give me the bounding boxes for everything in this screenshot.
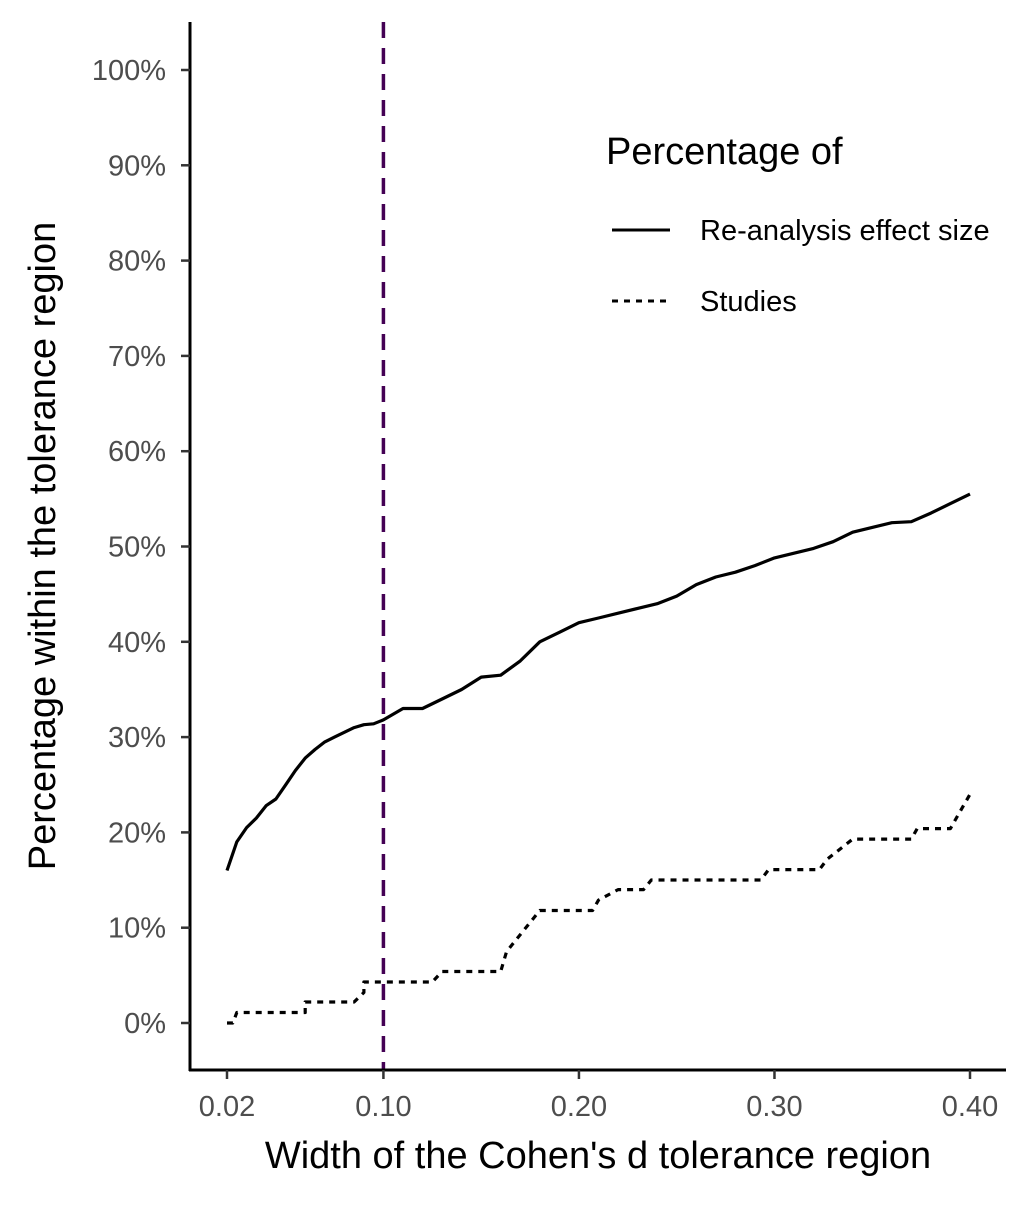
x-axis-title: Width of the Cohen's d tolerance region	[265, 1135, 931, 1177]
y-tick-label: 60%	[108, 436, 166, 468]
legend-label-reanalysis: Re-analysis effect size	[700, 215, 990, 247]
series-group	[225, 492, 972, 1025]
x-tick-label: 0.40	[942, 1091, 998, 1123]
y-tick-label: 70%	[108, 341, 166, 373]
axes-group	[188, 22, 1006, 1072]
x-tick-label: 0.20	[551, 1091, 607, 1123]
y-tick-label: 40%	[108, 627, 166, 659]
series-line-reanalysis	[225, 492, 971, 872]
x-tick-label: 0.30	[746, 1091, 802, 1123]
x-tick-label: 0.02	[199, 1091, 255, 1123]
y-tick-label: 10%	[108, 913, 166, 945]
y-tick-label: 0%	[124, 1008, 166, 1040]
y-axis-title: Percentage within the tolerance region	[22, 222, 64, 871]
legend-title: Percentage of	[606, 131, 843, 173]
legend-label-studies: Studies	[700, 286, 797, 318]
y-ticks-group: 0% 10% 20% 30% 40% 50% 60% 70% 80% 90% 100%	[92, 55, 190, 1040]
y-tick-label: 80%	[108, 246, 166, 278]
y-tick-label: 100%	[92, 55, 166, 87]
series-line-studies	[227, 793, 972, 1025]
x-ticks-group: 0.02 0.10 0.20 0.30 0.40	[199, 1070, 998, 1123]
y-tick-label: 30%	[108, 722, 166, 754]
legend: Percentage of Re-analysis effect size St…	[606, 131, 990, 318]
x-tick-label: 0.10	[355, 1091, 411, 1123]
y-tick-label: 50%	[108, 532, 166, 564]
y-tick-label: 20%	[108, 817, 166, 849]
y-tick-label: 90%	[108, 150, 166, 182]
